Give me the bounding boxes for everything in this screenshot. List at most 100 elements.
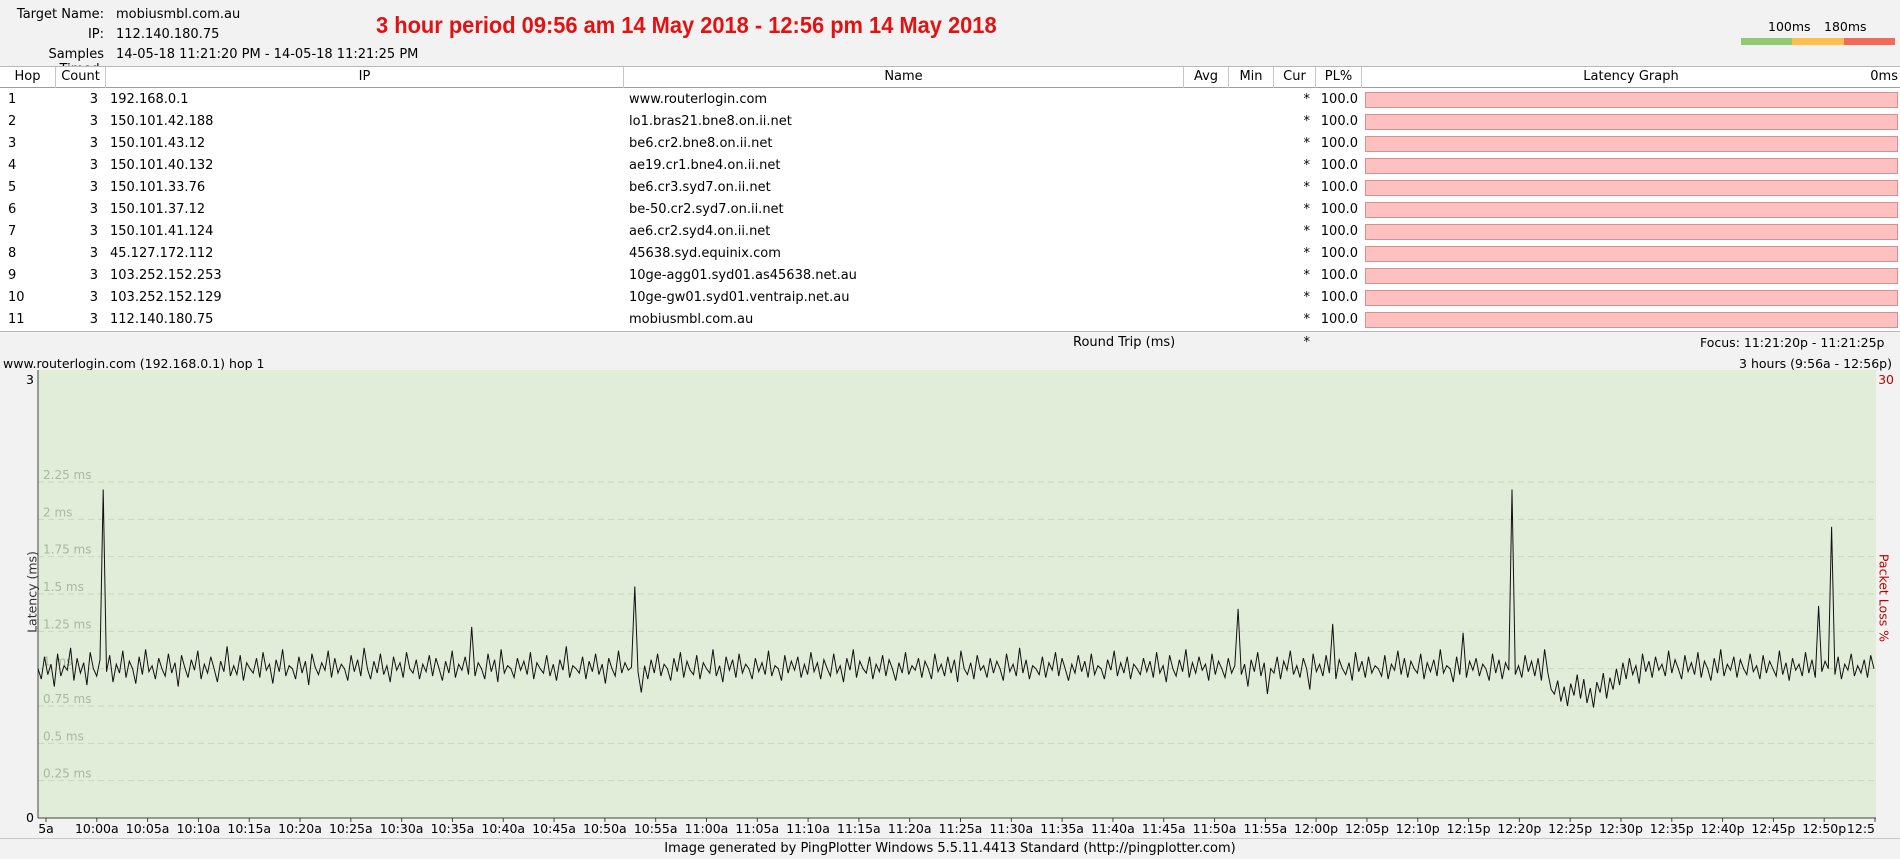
hop-packet-loss: 100.0 [1320,202,1358,217]
latency-color-legend [1741,38,1895,45]
hop-ip: 150.101.43.12 [110,136,206,151]
hop-name: be6.cr3.syd7.on.ii.net [629,180,771,195]
x-tick-label: 10:10a [177,821,221,836]
hop-packet-loss: 100.0 [1320,114,1358,129]
x-tick-label: 10:15a [227,821,271,836]
hop-cur: * [1303,268,1311,283]
footer-credit: Image generated by PingPlotter Windows 5… [0,838,1900,859]
col-count[interactable]: Count [56,67,106,88]
hop-latency-bar [1365,92,1898,108]
table-row[interactable]: 6 3 150.101.37.12 be-50.cr2.syd7.on.ii.net *… [0,199,1900,221]
table-row[interactable]: 1 3 192.168.0.1 www.routerlogin.com * 100.0 [0,89,1900,111]
round-trip-cur: * [1303,335,1311,350]
round-trip-row: Round Trip (ms) * Focus: 11:21:20p - 11:… [0,331,1900,354]
hop-name: ae19.cr1.bne4.on.ii.net [629,158,781,173]
table-row[interactable]: 10 3 103.252.152.129 10ge-gw01.syd01.ventra… [0,287,1900,309]
hop-packet-loss: 100.0 [1320,136,1358,151]
hop-cur: * [1303,92,1311,107]
col-cur[interactable]: Cur [1274,67,1316,88]
y-tick-label: 1.5 ms [43,580,84,594]
table-row[interactable]: 3 3 150.101.43.12 be6.cr2.bne8.on.ii.net * 10… [0,133,1900,155]
hop-number: 5 [8,180,17,195]
col-pl[interactable]: PL% [1316,67,1362,88]
x-tick-label: 5a [38,821,54,836]
period-banner: 3 hour period 09:56 am 14 May 2018 - 12:… [376,12,997,38]
hop-latency-bar [1365,180,1898,196]
hop-ip: 103.252.152.253 [110,268,222,283]
x-tick-label: 10:05a [126,821,170,836]
hop-count: 3 [89,224,98,239]
table-row[interactable]: 5 3 150.101.33.76 be6.cr3.syd7.on.ii.net * 10… [0,177,1900,199]
col-min[interactable]: Min [1229,67,1274,88]
table-row[interactable]: 11 3 112.140.180.75 mobiusmbl.com.au * 100.0 [0,309,1900,331]
hop-cur: * [1303,312,1311,327]
hop-cur: * [1303,180,1311,195]
target-ip-value: 112.140.180.75 [116,27,220,42]
hop-packet-loss: 100.0 [1320,246,1358,261]
hop-ip: 150.101.41.124 [110,224,214,239]
x-tick-label: 12:35p [1650,821,1694,836]
hop-cur: * [1303,246,1311,261]
hop-count: 3 [89,202,98,217]
x-tick-label: 10:40a [481,821,525,836]
x-tick-label: 10:50a [583,821,627,836]
hop-latency-bar [1365,268,1898,284]
target-name-value: mobiusmbl.com.au [116,7,241,22]
target-ip-label: IP: [87,27,104,42]
hop-number: 4 [8,158,17,173]
table-row[interactable]: 2 3 150.101.42.188 lo1.bras21.bne8.on.ii.ne… [0,111,1900,133]
col-latency-graph[interactable]: Latency Graph [1583,69,1679,84]
legend-bad-swatch [1843,38,1895,45]
hop-name: 10ge-agg01.syd01.as45638.net.au [629,268,857,283]
x-tick-label: 12:10p [1396,821,1440,836]
hop-name: 45638.syd.equinix.com [629,246,781,261]
legend-100ms-label: 100ms [1768,19,1811,34]
x-tick-label: 12:00p [1294,821,1338,836]
y-tick-label: 0.5 ms [43,729,84,743]
col-ip[interactable]: IP [106,67,624,88]
y-axis-top-label: 3 [26,372,34,387]
graph-time-range: 3 hours (9:56a - 12:56p) [1739,356,1892,371]
hop-cur: * [1303,158,1311,173]
hop-packet-loss: 100.0 [1320,268,1358,283]
hop-ip: 112.140.180.75 [110,312,214,327]
hop-number: 11 [8,312,25,327]
col-hop[interactable]: Hop [0,67,56,88]
hop-cur: * [1303,202,1311,217]
hop-latency-bar [1365,158,1898,174]
x-tick-label: 12:40p [1701,821,1745,836]
hop-number: 1 [8,92,17,107]
hop-number: 3 [8,136,17,151]
table-row[interactable]: 9 3 103.252.152.253 10ge-agg01.syd01.as4563… [0,265,1900,287]
samples-timed-value: 14-05-18 11:21:20 PM - 14-05-18 11:21:25… [116,47,419,62]
table-row[interactable]: 8 3 45.127.172.112 45638.syd.equinix.com * 10… [0,243,1900,265]
hop-number: 8 [8,246,17,261]
hop-latency-bar [1365,224,1898,240]
hop-count: 3 [89,268,98,283]
col-zero-ms: 0ms [1870,69,1898,84]
y-tick-label: 1.75 ms [43,543,91,557]
hop-count: 3 [89,114,98,129]
y-tick-label: 1.25 ms [43,617,91,631]
col-name[interactable]: Name [624,67,1184,88]
x-tick-label: 11:55a [1243,821,1287,836]
hop-latency-bar [1365,136,1898,152]
x-tick-label: 12:30p [1599,821,1643,836]
table-row[interactable]: 4 3 150.101.40.132 ae19.cr1.bne4.on.ii.net *… [0,155,1900,177]
hop-ip: 150.101.33.76 [110,180,206,195]
table-row[interactable]: 7 3 150.101.41.124 ae6.cr2.syd4.on.ii.net * 1… [0,221,1900,243]
target-name-label: Target Name: [16,7,104,22]
hop-number: 9 [8,268,17,283]
latency-chart-svg: 0.25 ms0.5 ms0.75 ms1 ms1.25 ms1.5 ms1.7… [37,370,1876,836]
x-tick-label: 11:15a [837,821,881,836]
hop-ip: 192.168.0.1 [110,92,189,107]
col-avg[interactable]: Avg [1184,67,1229,88]
hop-number: 10 [8,290,25,305]
latency-graph[interactable]: 0.25 ms 0.5 ms 0.75 ms 1 ms 1.25 ms 1.5 ms 1.7… [0,354,1900,838]
round-trip-label: Round Trip (ms) [1073,335,1176,350]
y-tick-label: 2 ms [43,505,72,519]
hop-ip: 45.127.172.112 [110,246,214,261]
table-column-header: Hop Count IP Name Avg Min Cur PL% Latenc… [0,67,1900,88]
trace-table: Hop Count IP Name Avg Min Cur PL% Latenc… [0,66,1900,354]
y-tick-label: 0.75 ms [43,692,91,706]
